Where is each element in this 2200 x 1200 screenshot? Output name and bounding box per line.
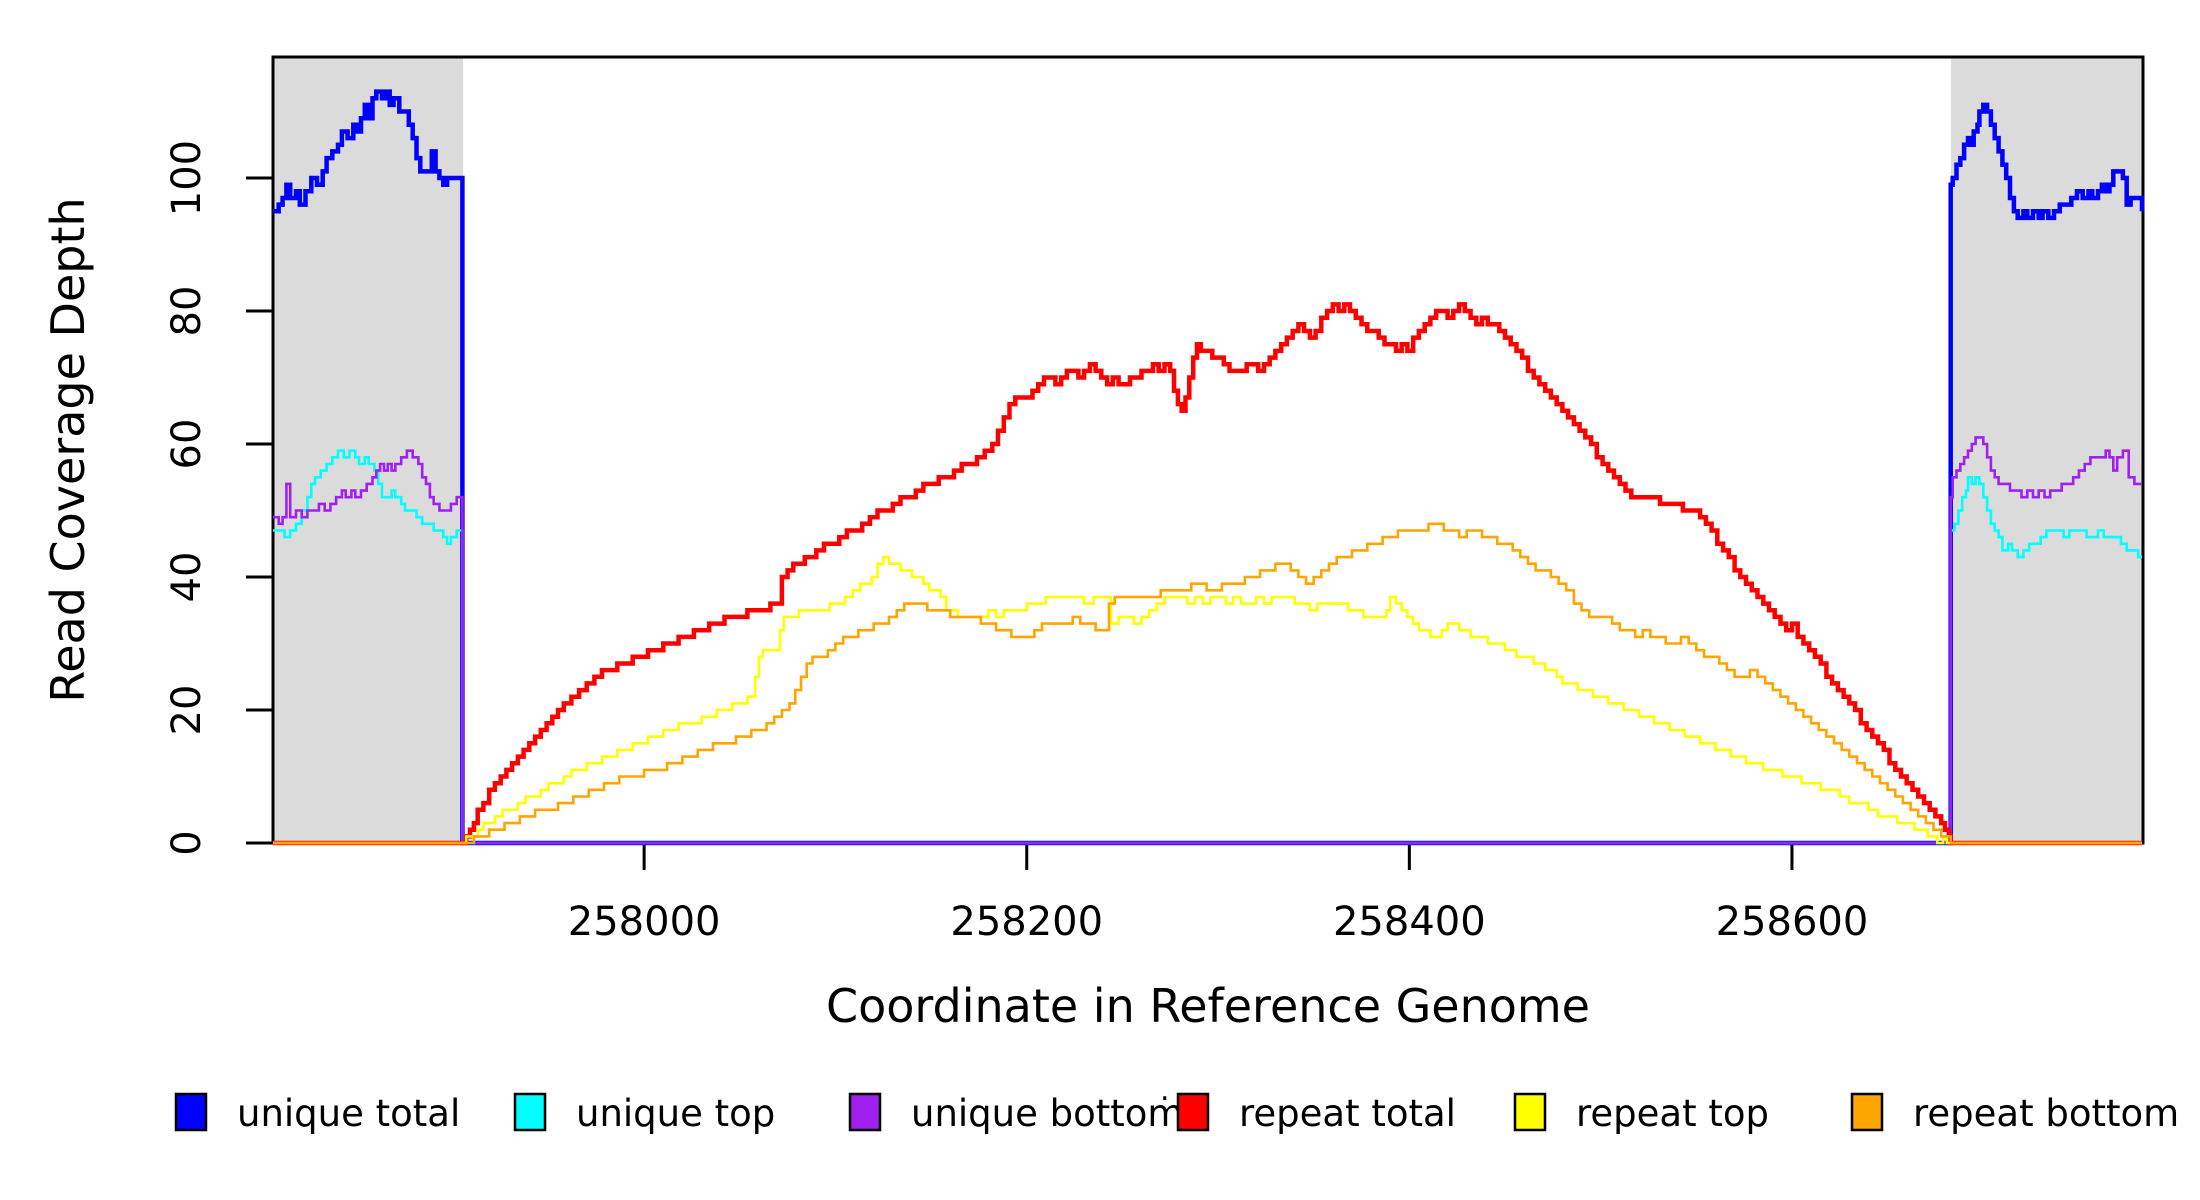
legend-label: unique bottom xyxy=(911,1092,1183,1135)
legend: unique total unique top unique bottom re… xyxy=(174,1092,2179,1135)
unique-region-left xyxy=(273,57,464,843)
series-line-repeat-total xyxy=(273,302,2142,846)
x-axis: 258000 258200 258400 258600 xyxy=(568,843,1869,945)
repeat-bottom-swatch-icon xyxy=(1850,1092,1884,1132)
y-tick-label: 40 xyxy=(164,552,210,603)
legend-label: repeat bottom xyxy=(1913,1092,2179,1135)
y-tick-label: 20 xyxy=(164,685,210,736)
series-line-repeat-bottom xyxy=(273,522,2142,845)
legend-item-unique-top: unique top xyxy=(513,1092,775,1135)
series-lines xyxy=(273,89,2145,846)
legend-label: unique top xyxy=(576,1092,775,1135)
unique-total-swatch-icon xyxy=(174,1092,208,1132)
legend-item-unique-bottom: unique bottom xyxy=(848,1092,1183,1135)
y-tick-label: 100 xyxy=(164,140,210,216)
legend-item-unique-total: unique total xyxy=(174,1092,460,1135)
legend-item-repeat-bottom: repeat bottom xyxy=(1850,1092,2179,1135)
y-tick-label: 80 xyxy=(164,286,210,337)
series-line-repeat-top xyxy=(273,555,2142,845)
legend-label: repeat total xyxy=(1239,1092,1456,1135)
x-tick-label: 258200 xyxy=(950,899,1103,945)
stray-dot: . xyxy=(1160,1073,1170,1108)
legend-label: repeat top xyxy=(1576,1092,1769,1135)
y-axis-title: Read Coverage Depth xyxy=(41,197,95,702)
x-tick-label: 258000 xyxy=(568,899,721,945)
y-tick-label: 0 xyxy=(164,830,210,855)
legend-item-repeat-top: repeat top xyxy=(1513,1092,1769,1135)
repeat-total-swatch-icon xyxy=(1176,1092,1210,1132)
legend-item-repeat-total: repeat total xyxy=(1176,1092,1456,1135)
x-tick-label: 258600 xyxy=(1716,899,1869,945)
series-line-unique-total xyxy=(273,89,2145,846)
unique-top-swatch-icon xyxy=(513,1092,547,1132)
series-line-unique-bottom xyxy=(273,436,2142,845)
repeat-top-swatch-icon xyxy=(1513,1092,1547,1132)
legend-label: unique total xyxy=(237,1092,460,1135)
unique-bottom-swatch-icon xyxy=(848,1092,882,1132)
x-axis-title: Coordinate in Reference Genome xyxy=(826,979,1590,1033)
x-tick-label: 258400 xyxy=(1333,899,1486,945)
y-tick-label: 60 xyxy=(164,419,210,470)
y-axis: 0 20 40 60 80 100 xyxy=(164,140,273,856)
